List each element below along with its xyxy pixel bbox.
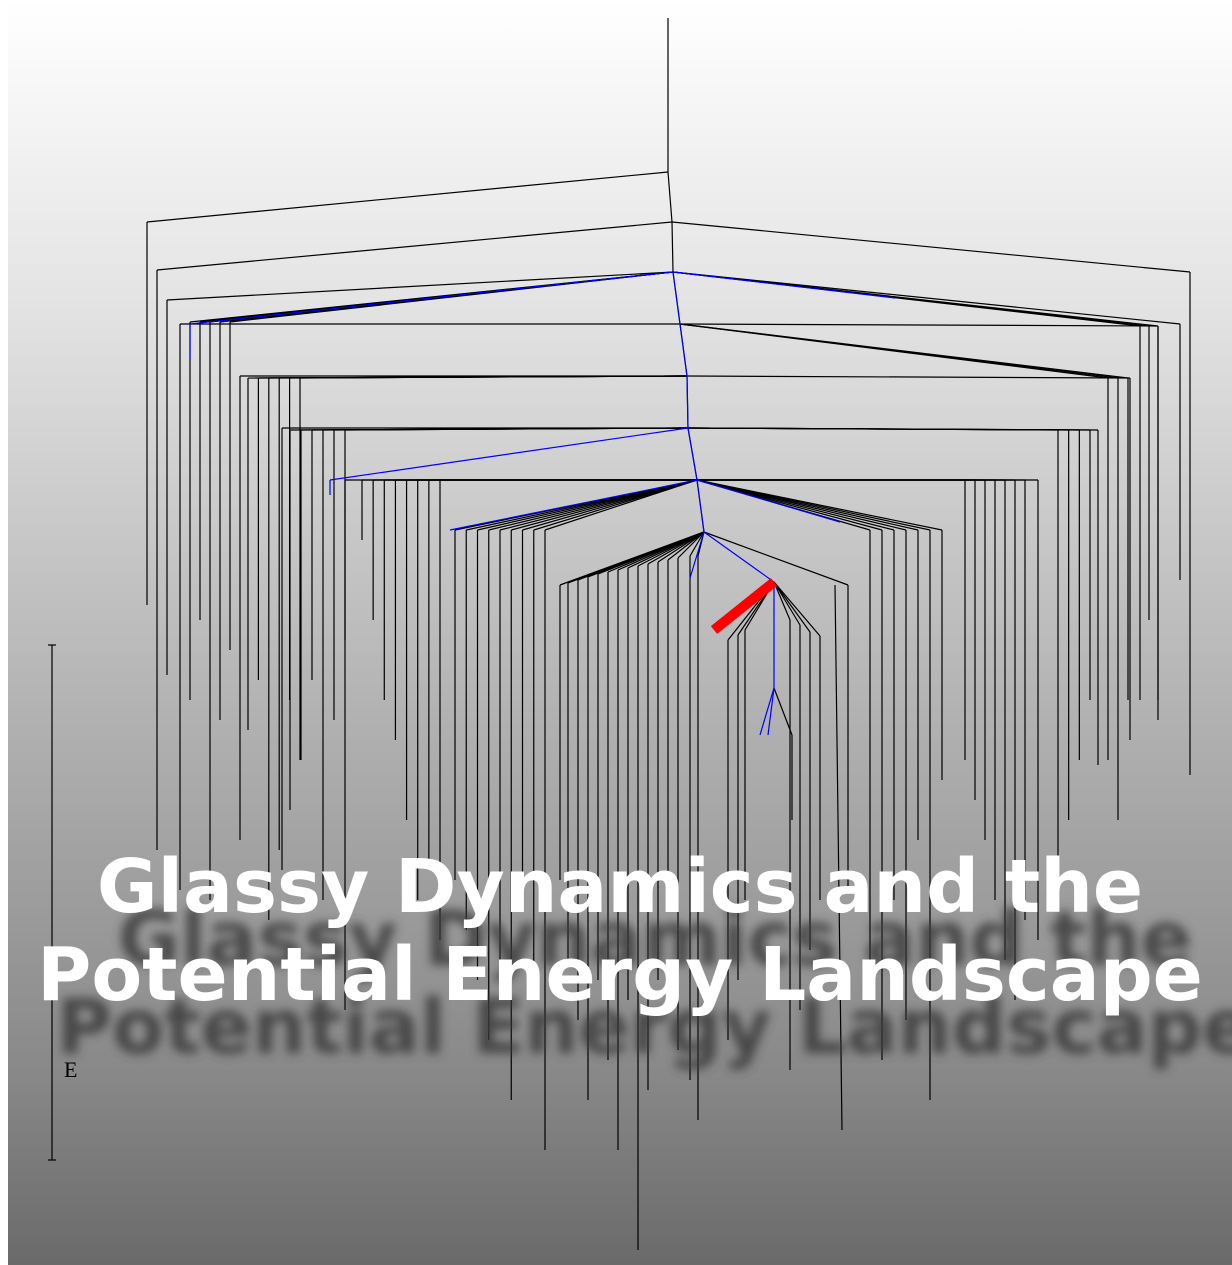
highlight-transition-bar <box>710 578 778 634</box>
subtree-branch <box>773 581 801 626</box>
branch-right <box>686 375 1131 379</box>
pathway-segment <box>696 479 705 533</box>
pathway-branch <box>672 271 896 299</box>
branch-right <box>679 323 1159 327</box>
pathway-segment <box>679 323 688 377</box>
low-fan-branch-right <box>703 531 849 586</box>
pathway-branch <box>329 427 689 481</box>
branch-left <box>146 171 669 223</box>
title-line-1: Glassy Dynamics and the <box>97 844 1143 930</box>
subtree-branch <box>773 581 821 637</box>
disconnectivity-tree <box>146 18 1191 1250</box>
pathway-segment <box>703 531 775 583</box>
fan-branch-left <box>299 375 688 379</box>
fan-branch-right <box>696 479 943 531</box>
subtree-branch <box>773 581 811 633</box>
low-fan-branch <box>667 531 705 561</box>
low-fan-branch <box>689 531 705 557</box>
fan-branch-right <box>687 427 1091 431</box>
fan-branch-left <box>544 479 698 531</box>
energy-axis <box>48 644 56 1161</box>
trunk-segment <box>667 171 673 223</box>
pathway-segment <box>759 687 775 736</box>
pathway-segment <box>686 375 689 429</box>
trunk-segment <box>671 221 674 273</box>
branch-right <box>671 221 1191 273</box>
pathway-branches <box>189 271 896 736</box>
low-fan-branch <box>657 531 705 563</box>
branch-left <box>166 271 674 301</box>
energy-axis-label: E <box>64 1057 77 1082</box>
title-shadow-line-2: Potential Energy Landscape <box>56 982 1232 1071</box>
low-fan-leaf-right <box>834 584 843 1131</box>
pathway-branch <box>189 271 674 325</box>
low-fan-branch <box>647 531 705 565</box>
fan-branch-right <box>679 323 1129 379</box>
branch-right <box>672 271 1181 325</box>
background-gradient <box>8 0 1232 1265</box>
branch-left <box>156 221 673 271</box>
subtree-branch <box>773 687 793 736</box>
low-fan-branch <box>677 531 705 559</box>
pathway-branch <box>449 479 698 531</box>
pathway-segment <box>672 271 681 325</box>
title-shadow-line-1: Glassy Dynamics and the <box>118 894 1192 983</box>
fan-branch-left <box>344 427 689 431</box>
pathway-branch <box>696 479 841 523</box>
pathway-branch <box>689 531 705 579</box>
title-shadow: Glassy Dynamics and the Potential Energy… <box>56 894 1232 1071</box>
pathway-segment <box>687 427 698 481</box>
title: Glassy Dynamics and the Potential Energy… <box>37 844 1203 1018</box>
pathway-leaf <box>767 687 775 736</box>
subtree-branch <box>773 581 791 621</box>
title-line-2: Potential Energy Landscape <box>37 932 1203 1018</box>
